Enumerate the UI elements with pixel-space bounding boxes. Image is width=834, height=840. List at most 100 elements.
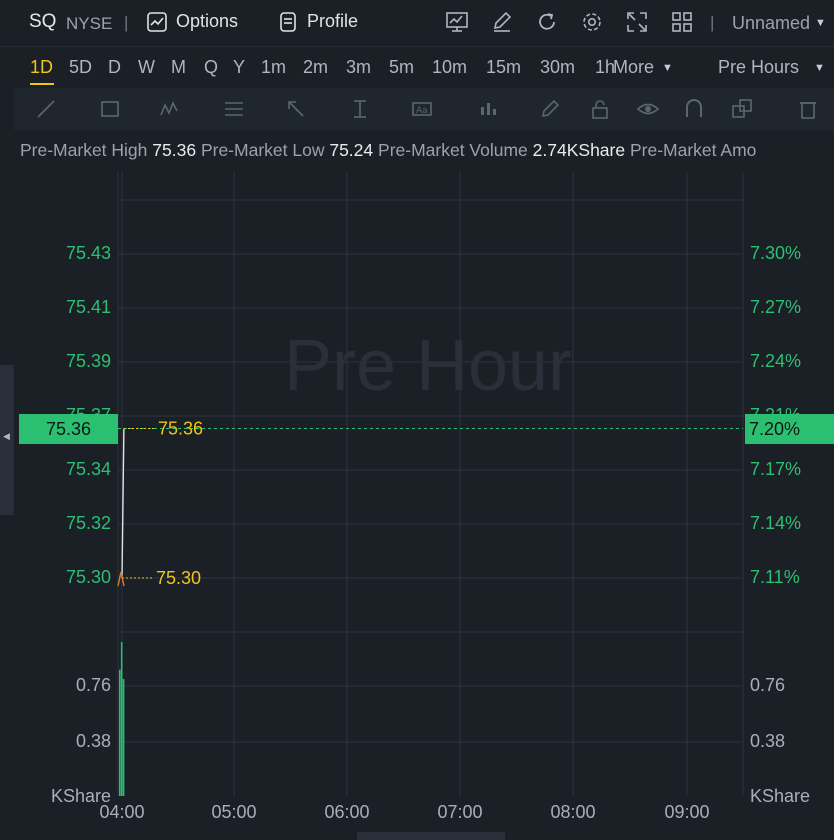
- high-label: Pre-Market High: [20, 140, 148, 160]
- volume-tick-right: 0.38: [750, 731, 786, 751]
- time-tick: 04:00: [99, 802, 145, 822]
- period-Y[interactable]: Y: [233, 57, 246, 77]
- pattern-tool-icon[interactable]: [158, 97, 182, 121]
- price-tick-left: 75.43: [65, 243, 111, 263]
- period-bar: 1D 5D D W M Q Y 1m 2m 3m 5m 10m 15m 30m …: [0, 46, 834, 87]
- price-tick-left: 75.39: [65, 351, 111, 371]
- volume-bar: [120, 642, 123, 796]
- active-period-indicator: [30, 83, 54, 85]
- period-30m[interactable]: 30m: [540, 57, 576, 77]
- fullscreen-icon[interactable]: [625, 10, 649, 34]
- period-10m[interactable]: 10m: [432, 57, 468, 77]
- rectangle-tool-icon[interactable]: [98, 97, 122, 121]
- period-3m[interactable]: 3m: [346, 57, 372, 77]
- period-5D[interactable]: 5D: [69, 57, 93, 77]
- exchange-label: NYSE: [66, 14, 113, 33]
- low-marker-arrow: [117, 571, 125, 587]
- svg-text:Aa: Aa: [416, 106, 428, 116]
- time-tick: 05:00: [211, 802, 257, 822]
- percent-tick-right: 7.24%: [750, 351, 802, 371]
- high-value: 75.36: [152, 140, 197, 160]
- volume-value: 2.74KShare: [532, 140, 626, 160]
- price-tick-left: 75.34: [65, 459, 111, 479]
- session-select[interactable]: Pre Hours: [718, 57, 800, 77]
- more-periods-button[interactable]: More: [613, 57, 655, 77]
- volume-tick-right: 0.76: [750, 675, 786, 695]
- watermark: Pre Hour: [284, 326, 572, 406]
- eye-icon[interactable]: [636, 97, 660, 121]
- options-label: Options: [176, 11, 239, 31]
- period-1m[interactable]: 1m: [261, 57, 287, 77]
- chevron-down-icon[interactable]: ▼: [815, 17, 826, 29]
- low-label: Pre-Market Low: [200, 140, 325, 160]
- drawing-toolbar: Aa: [14, 88, 834, 130]
- period-1h[interactable]: 1h: [595, 57, 616, 77]
- magnet-icon[interactable]: [682, 97, 706, 121]
- indicator-tool-icon[interactable]: [476, 97, 500, 121]
- separator-2: |: [710, 13, 715, 32]
- percent-tick-right: 7.17%: [750, 459, 802, 479]
- volume-unit-right: KShare: [750, 786, 811, 806]
- layout-name-select[interactable]: Unnamed: [732, 13, 811, 33]
- price-tick-left: 75.41: [65, 297, 111, 317]
- text-tool-icon[interactable]: Aa: [410, 97, 434, 121]
- low-value: 75.24: [329, 140, 374, 160]
- volume-unit-left: KShare: [50, 786, 111, 806]
- trash-icon[interactable]: [796, 97, 820, 121]
- current-price-tag: 75.36: [19, 414, 118, 444]
- volume-bar: [119, 669, 121, 796]
- profile-label: Profile: [307, 11, 359, 31]
- price-tick-left: 75.32: [65, 513, 111, 533]
- volume-tick-left: 0.38: [75, 731, 111, 751]
- percent-tick-right: 7.11%: [750, 567, 800, 587]
- more-caret-icon[interactable]: ▼: [662, 62, 673, 74]
- time-tick: 08:00: [550, 802, 596, 822]
- left-panel-handle[interactable]: ◀: [0, 365, 14, 515]
- time-tick: 06:00: [324, 802, 370, 822]
- low-marker-label: 75.30: [156, 568, 201, 588]
- period-2m[interactable]: 2m: [303, 57, 329, 77]
- amount-label: Pre-Market Amo: [629, 140, 757, 160]
- grid-layout-icon[interactable]: [670, 10, 694, 34]
- volume-bar: [122, 678, 125, 796]
- collapse-arrow-icon[interactable]: ◀: [3, 431, 10, 441]
- refresh-icon[interactable]: [535, 10, 559, 34]
- lock-icon[interactable]: [588, 97, 612, 121]
- price-tick-left: 75.30: [65, 567, 111, 587]
- chart-indicator-icon[interactable]: [445, 10, 469, 34]
- time-tick: 07:00: [437, 802, 483, 822]
- premarket-stats: Pre-Market High 75.36 Pre-Market Low 75.…: [20, 140, 756, 161]
- period-15m[interactable]: 15m: [486, 57, 522, 77]
- period-D[interactable]: D: [108, 57, 121, 77]
- settings-icon[interactable]: [580, 10, 604, 34]
- ticker-symbol[interactable]: SQ: [29, 11, 57, 32]
- session-caret-icon[interactable]: ▼: [814, 62, 825, 74]
- options-icon: [147, 12, 167, 32]
- period-5m[interactable]: 5m: [389, 57, 415, 77]
- high-marker-label: 75.36: [158, 418, 203, 438]
- time-tick: 09:00: [664, 802, 710, 822]
- period-Q[interactable]: Q: [204, 57, 219, 77]
- bottom-panel-handle[interactable]: [357, 832, 505, 840]
- copy-layers-icon[interactable]: [730, 97, 754, 121]
- percent-tick-right: 7.14%: [750, 513, 802, 533]
- price-series-line: [121, 428, 125, 579]
- percent-tick-right: 7.30%: [750, 243, 802, 263]
- volume-label: Pre-Market Volume: [378, 140, 528, 160]
- pencil-icon[interactable]: [538, 97, 562, 121]
- volume-tick-left: 0.76: [75, 675, 111, 695]
- arrow-tool-icon[interactable]: [284, 97, 308, 121]
- top-bar: SQ NYSE | Options Profile: [0, 0, 834, 44]
- edit-icon[interactable]: [490, 10, 514, 34]
- measure-tool-icon[interactable]: [348, 97, 372, 121]
- fib-tool-icon[interactable]: [222, 97, 246, 121]
- separator: |: [124, 13, 129, 32]
- trend-line-tool-icon[interactable]: [34, 97, 58, 121]
- period-1D[interactable]: 1D: [30, 57, 54, 77]
- profile-icon: [280, 12, 296, 32]
- period-W[interactable]: W: [138, 57, 155, 77]
- period-M[interactable]: M: [171, 57, 186, 77]
- percent-tick-right: 7.27%: [750, 297, 802, 317]
- current-change-tag: 7.20%: [745, 414, 834, 444]
